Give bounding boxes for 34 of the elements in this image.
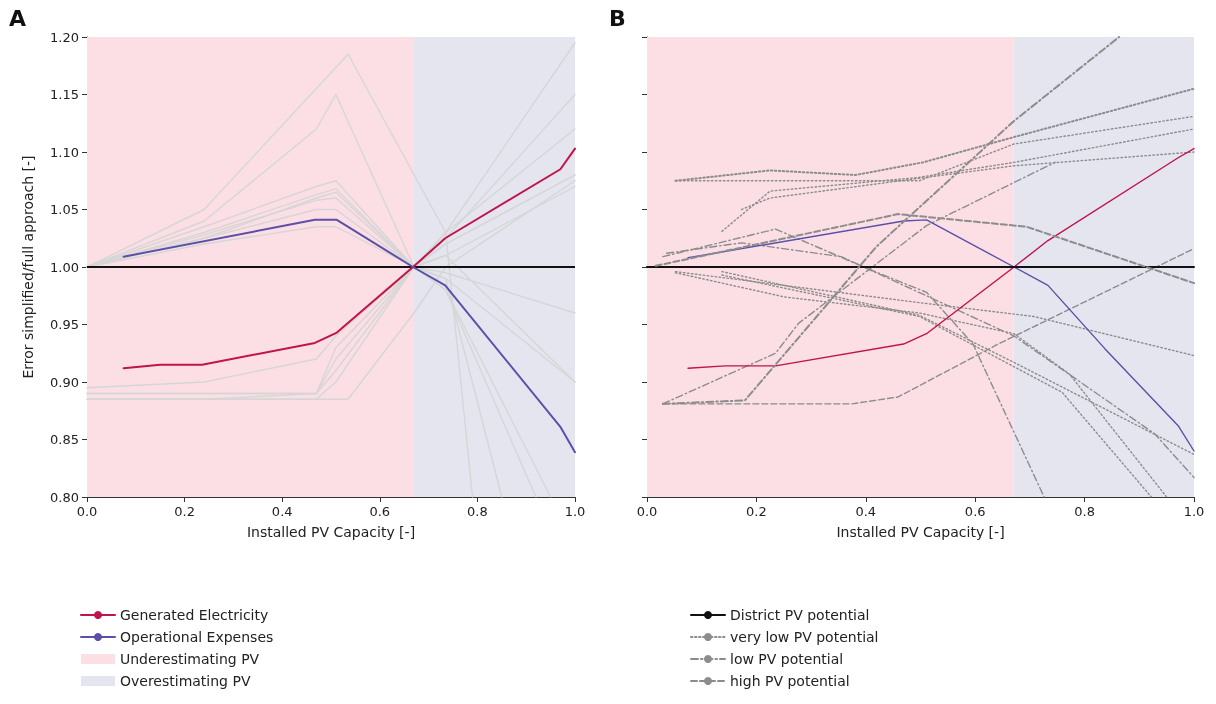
x-tick-label: 0.0: [636, 504, 658, 519]
x-tick-label: 0.8: [1074, 504, 1095, 519]
chart-title: A: [9, 5, 27, 31]
legend-label: Overestimating PV: [120, 673, 251, 689]
legend-label: District PV potential: [730, 607, 870, 623]
y-tick-label: 1.15: [50, 87, 79, 102]
x-tick-label: 0.4: [855, 504, 877, 519]
legend-label: Underestimating PV: [120, 651, 260, 667]
y-tick-label: 0.95: [50, 317, 79, 332]
x-tick-label: 0.2: [174, 504, 195, 519]
y-tick-label: 1.20: [50, 29, 79, 45]
legend-label: very low PV potential: [730, 629, 879, 645]
y-axis-title: Error simplified/full approach [-]: [20, 155, 36, 379]
legend-label: Generated Electricity: [120, 607, 269, 623]
legend-label: low PV potential: [730, 651, 844, 667]
legend-label: Operational Expenses: [120, 629, 274, 645]
y-tick-label: 1.10: [50, 144, 79, 160]
y-tick-label: 0.90: [50, 374, 79, 390]
x-axis-title: Installed PV Capacity [-]: [246, 524, 416, 540]
x-tick-label: 0.0: [76, 504, 98, 519]
y-tick-label: 1.00: [50, 259, 79, 275]
chart-title: B: [609, 5, 626, 31]
x-axis-title: Installed PV Capacity [-]: [836, 524, 1005, 540]
x-tick-label: 0.6: [369, 504, 391, 519]
legend-label: high PV potential: [730, 673, 850, 689]
y-tick-label: 0.85: [50, 432, 79, 447]
x-tick-label: 0.4: [271, 504, 293, 519]
x-tick-label: 1.0: [1183, 504, 1205, 519]
x-tick-label: 0.2: [746, 504, 767, 519]
x-tick-label: 1.0: [564, 504, 586, 519]
x-tick-label: 0.8: [467, 504, 488, 519]
y-tick-label: 1.05: [50, 202, 79, 217]
x-tick-label: 0.6: [964, 504, 986, 519]
y-tick-label: 0.80: [50, 489, 79, 505]
